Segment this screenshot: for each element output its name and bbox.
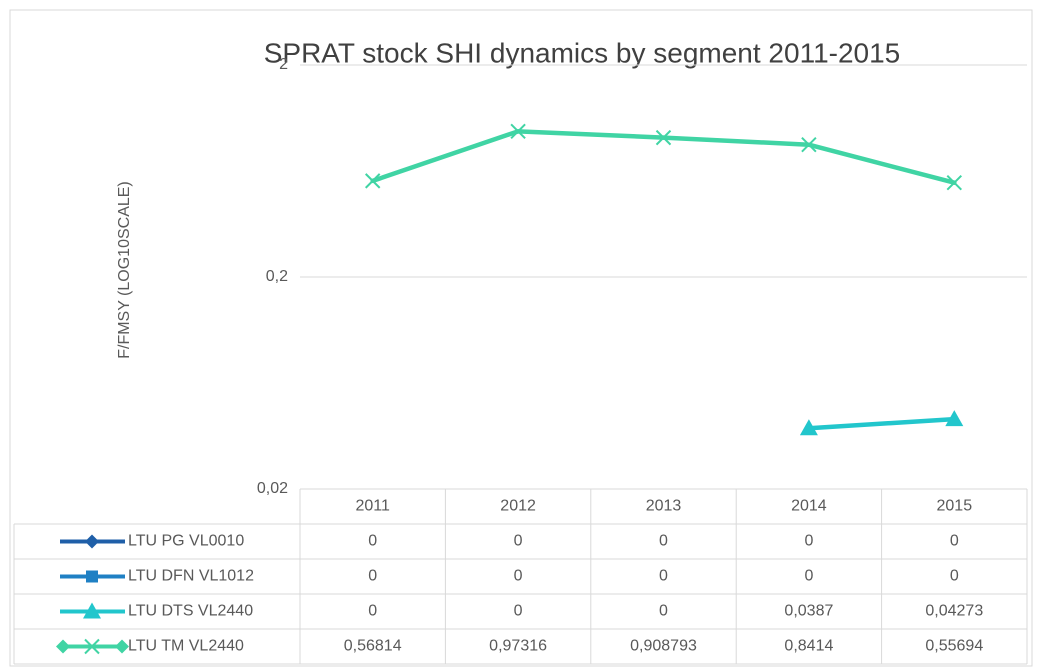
table-cell: 0 (659, 568, 668, 585)
marker (801, 137, 817, 153)
series-line (661, 135, 812, 147)
marker (115, 639, 129, 654)
series-line (806, 416, 957, 431)
chart-title: SPRAT stock SHI dynamics by segment 2011… (264, 37, 901, 68)
marker (364, 173, 381, 189)
table-cell: 0 (368, 603, 377, 620)
marker (799, 419, 818, 436)
chart-border (9, 9, 1033, 667)
marker (510, 123, 526, 140)
x-tick-label: 2011 (355, 498, 390, 515)
marker (56, 639, 70, 654)
series-line (806, 142, 957, 185)
marker (86, 570, 98, 583)
legend-label: LTU TM VL2440 (128, 638, 244, 655)
marker (83, 602, 101, 619)
table-cell: 0 (804, 568, 813, 585)
table-cell: 0,04273 (925, 603, 983, 620)
y-axis-label: F/FMSY (LOG10SCALE) (116, 181, 133, 359)
x-tick-label: 2013 (646, 498, 682, 515)
legend-label: LTU DTS VL2440 (128, 603, 253, 620)
x-tick-label: 2014 (791, 498, 827, 515)
y-tick-label: 2 (279, 56, 288, 73)
y-tick-label: 0,2 (266, 268, 288, 285)
series-line (370, 129, 521, 184)
table-cell: 0,55694 (925, 638, 983, 655)
table-cell: 0,8414 (784, 638, 833, 655)
table-cell: 0 (950, 568, 959, 585)
marker (84, 638, 100, 655)
legend-label: LTU DFN VL1012 (128, 568, 254, 585)
table-cell: 0 (514, 568, 523, 585)
marker (85, 534, 99, 549)
table-cell: 0,908793 (630, 638, 697, 655)
y-tick-label: 0,02 (257, 480, 288, 497)
table-cell: 0,0387 (784, 603, 833, 620)
table-cell: 0 (804, 533, 813, 550)
table-cell: 0 (514, 603, 523, 620)
x-tick-label: 2015 (937, 498, 973, 515)
marker (946, 174, 963, 191)
table-cell: 0 (659, 533, 668, 550)
marker (945, 410, 964, 427)
x-tick-label: 2012 (500, 498, 536, 515)
table-cell: 0,56814 (344, 638, 402, 655)
table-cell: 0 (368, 533, 377, 550)
table-cell: 0,97316 (489, 638, 547, 655)
marker (655, 129, 672, 146)
table-cell: 0 (368, 568, 377, 585)
table-cell: 0 (514, 533, 523, 550)
table-cell: 0 (950, 533, 959, 550)
legend-label: LTU PG VL0010 (128, 533, 244, 550)
series-line (515, 129, 666, 140)
table-cell: 0 (659, 603, 668, 620)
